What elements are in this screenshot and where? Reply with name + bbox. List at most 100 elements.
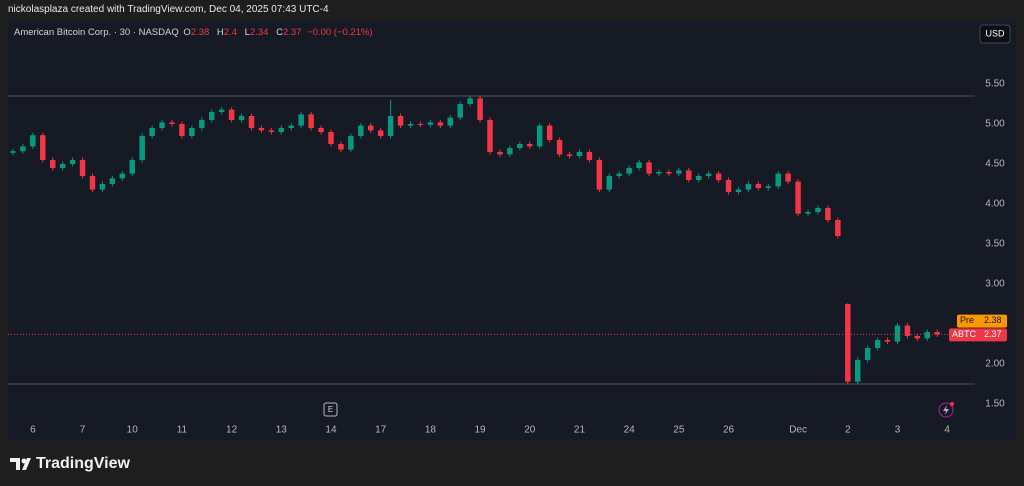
candle-body [457,104,463,118]
candle-body [775,173,781,187]
c-label: C [276,27,283,38]
candle-body [189,128,195,136]
o-label: O [183,27,191,38]
l-value: 2.34 [249,27,269,38]
event-bolt [943,405,949,415]
candle-body [536,125,543,147]
candle-body [566,154,573,156]
candle-body [725,180,732,192]
candle-body [89,176,96,190]
candle-body [815,208,821,212]
candle-body [417,124,424,125]
candle-body [30,135,36,147]
y-tick-label: 5.50 [985,79,1005,90]
candle-body [129,160,135,174]
candle-body [805,212,811,214]
candle-body [377,130,384,136]
x-tick-label: 25 [673,425,685,436]
y-tick-label: 1.50 [985,399,1005,410]
chart-panel [8,20,1016,440]
x-tick-label: 14 [325,425,337,436]
x-tick-label: 2 [845,425,851,436]
candle-body [606,176,613,190]
event-icon[interactable] [938,402,954,418]
x-tick-label: 10 [127,425,139,436]
event-dot [950,402,954,406]
candle-body [69,160,76,164]
candle-body [199,120,205,128]
last-price: 2.37 [984,329,1002,339]
symbol-label: ABTC [952,329,977,339]
candle-body [636,162,642,168]
candle-body [109,178,116,184]
h-value: 2.4 [223,27,237,38]
legend: American Bitcoin Corp. · 30 · NASDAQ O2.… [14,27,376,38]
candle-body [368,125,374,131]
candle-body [179,124,185,136]
o-value: 2.38 [190,27,210,38]
candle-body [348,136,354,150]
candle-body [894,325,901,342]
candle-body [556,140,563,155]
l-label: L [244,27,250,38]
x-tick-label: 13 [276,425,288,436]
candle-body [795,181,801,214]
candle-body [874,340,881,348]
candle-body [40,135,46,160]
pre-label: Pre [960,315,974,325]
candle-body [517,144,523,148]
candle-body [358,125,364,136]
x-tick-label: 11 [177,425,188,436]
candle-body [477,98,483,120]
x-tick-label: 3 [895,425,901,436]
x-tick-label: 20 [524,425,536,436]
pre-price: 2.38 [984,315,1002,325]
candle-body [864,348,871,360]
x-tick-label: 24 [624,425,636,436]
candle-body [646,162,652,174]
candle-body [884,340,891,342]
x-tick-label: 7 [80,425,86,436]
currency-button[interactable] [979,24,1011,44]
change: −0.00 (−0.21%) [307,27,373,38]
earnings-marker[interactable]: E [328,405,333,414]
x-tick-label: 19 [475,425,487,436]
candle-body [288,125,294,128]
candle-body [169,122,175,124]
candle-body [218,109,225,112]
candle-body [139,136,145,160]
candle-body [99,184,106,190]
candle-body [407,124,414,126]
candle-body [705,173,712,176]
candle-body [745,184,752,190]
logo-dot [21,458,27,464]
candle-body [228,109,235,120]
candle-body [59,164,66,168]
candle-body [924,332,931,339]
candle-body [676,170,682,174]
candle-body [507,148,513,155]
candle-body [467,98,473,104]
brand: TradingView [36,455,130,472]
candle-body [397,116,404,126]
currency[interactable]: USD [985,28,1005,38]
candle-body [934,332,940,335]
candle-body [596,160,603,190]
candle-body [735,189,742,192]
candle-body [656,172,662,174]
header: nickolasplaza created with TradingView.c… [8,4,329,15]
y-tick-label: 5.00 [985,119,1005,130]
candle-body [616,173,622,176]
y-tick-label: 3.50 [985,239,1005,250]
y-tick-label: 3.00 [985,279,1005,290]
x-tick-label: 21 [574,425,586,436]
candle-body [159,122,165,128]
h-label: H [216,27,224,38]
candle-body [854,360,861,382]
candle-body [845,304,851,382]
earnings-box[interactable] [323,402,338,417]
candle-body [20,146,26,152]
candle-body [765,186,772,188]
